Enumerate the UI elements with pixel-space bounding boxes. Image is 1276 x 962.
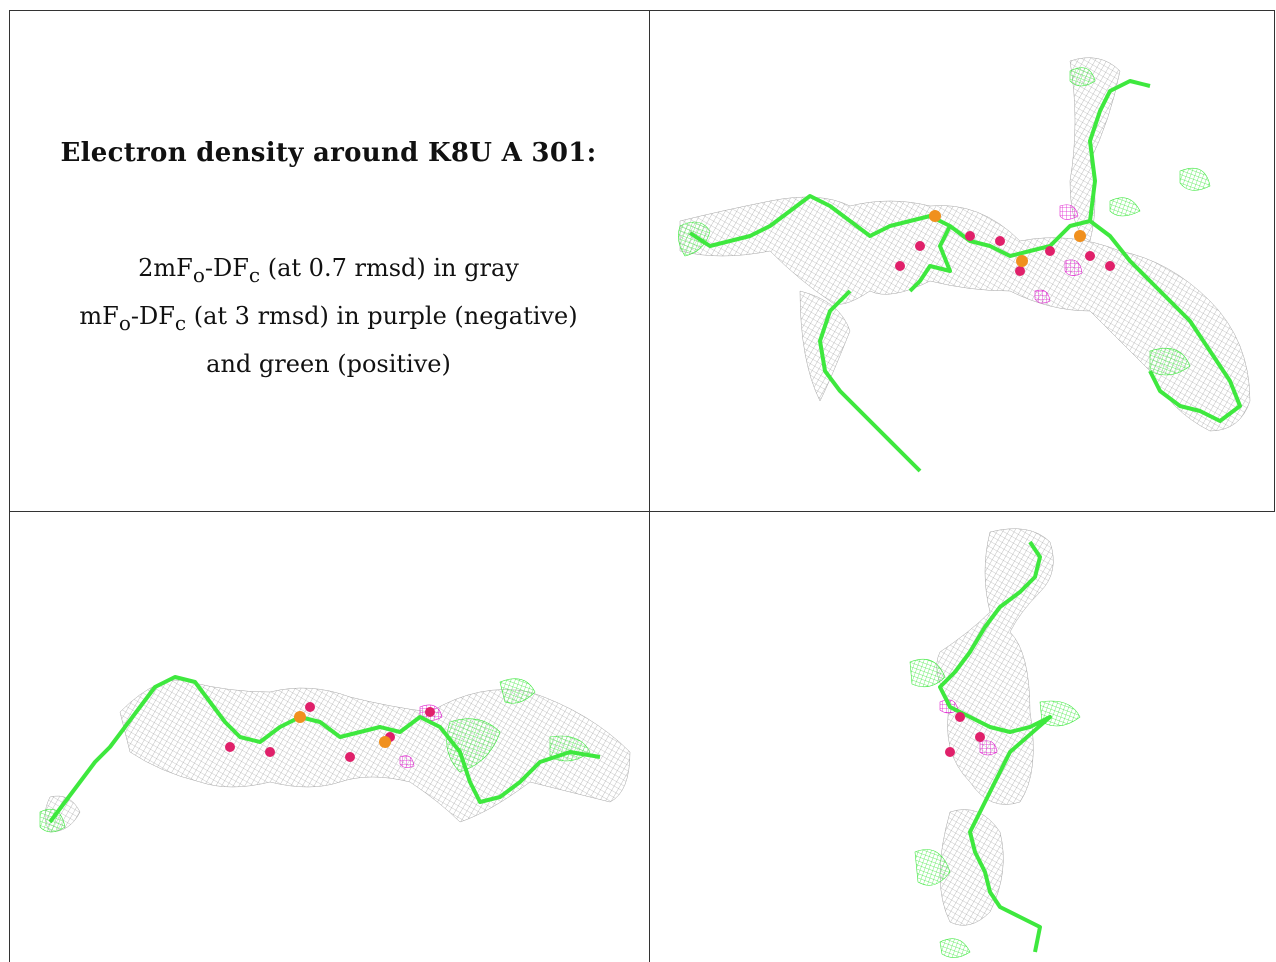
model-backbone [938, 540, 1052, 953]
phosphorus-atoms [294, 711, 391, 748]
table-border-left [9, 10, 10, 962]
table-border-right [1274, 10, 1275, 511]
view-top-right [650, 11, 1274, 511]
caption-cell: Electron density around K8U A 301: 2mFo-… [9, 10, 648, 510]
gray-density-mesh [679, 57, 1251, 432]
model-backbone [688, 194, 1242, 423]
density-render-top-right [678, 57, 1251, 473]
caption-title: Electron density around K8U A 301: [60, 138, 597, 168]
oxygen-atoms [895, 231, 1115, 276]
green-positive-density [678, 67, 1211, 376]
phosphorus-atoms [929, 210, 1086, 267]
model-tail [818, 289, 922, 473]
table-border-top [9, 10, 1275, 11]
model-side-chain [908, 225, 952, 293]
model-top-arm [1088, 79, 1151, 222]
view-bottom-right [650, 512, 1274, 962]
caption-line-2fofc: 2mFo-DFc (at 0.7 rmsd) in gray [138, 254, 519, 287]
table-border-middle [9, 511, 1275, 512]
gray-density-mesh [936, 528, 1054, 926]
density-render-bottom-left [39, 675, 631, 833]
oxygen-atoms [225, 702, 435, 762]
purple-negative-density [1034, 204, 1083, 304]
caption-line-fofc: mFo-DFc (at 3 rmsd) in purple (negative) [79, 301, 578, 335]
green-positive-density [909, 658, 1081, 958]
view-bottom-left [10, 512, 649, 962]
oxygen-atoms [945, 712, 985, 757]
caption-description: 2mFo-DFc (at 0.7 rmsd) in gray mFo-DFc (… [9, 248, 648, 385]
caption-line-positive: and green (positive) [206, 349, 451, 378]
table-border-center [649, 10, 650, 962]
density-render-bottom-right [909, 528, 1081, 958]
gray-density-mesh [44, 679, 631, 833]
